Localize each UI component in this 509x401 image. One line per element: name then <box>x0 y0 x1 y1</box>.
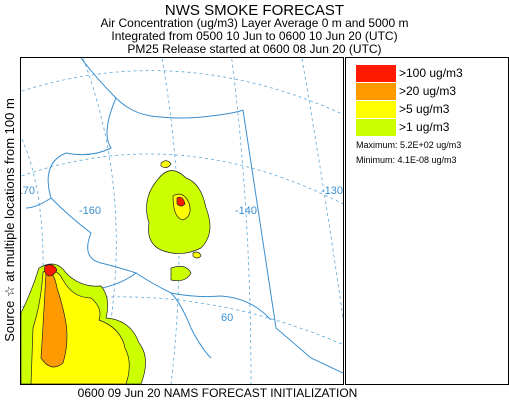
south-coast <box>135 272 272 321</box>
map-canvas: -170 -160 -140 -130 60 <box>21 58 343 384</box>
source-side-label-text: Source ☆ at multiple locations from 100 … <box>2 98 17 342</box>
legend: >100 ug/m3 >20 ug/m3 >5 ug/m3 >1 ug/m3 M… <box>345 57 509 385</box>
north-coast <box>80 58 244 119</box>
legend-label-1: >1 ug/m3 <box>399 120 450 134</box>
geo-labels: -170 -160 -140 -130 60 <box>21 185 343 324</box>
plume-sw-level3 <box>40 272 68 368</box>
plume-c-south <box>170 266 192 282</box>
smoke-plume-southwest <box>21 263 146 384</box>
legend-minimum: Minimum: 4.1E-08 ug/m3 <box>356 155 457 165</box>
concentration-description: Air Concentration (ug/m3) Layer Average … <box>100 16 409 30</box>
plume-c-core <box>176 196 186 207</box>
plume-c-small2 <box>192 251 202 259</box>
plume-c-small1 <box>160 160 172 168</box>
plume-sw-core <box>44 264 58 277</box>
lon-label-170: -170 <box>21 185 35 197</box>
release-start: PM25 Release started at 0600 08 Jun 20 (… <box>127 42 382 56</box>
smoke-map: -170 -160 -140 -130 60 <box>20 57 344 385</box>
graticule-lines <box>21 58 343 384</box>
source-side-label: Source ☆ at multiple locations from 100 … <box>0 57 20 383</box>
legend-label-20: >20 ug/m3 <box>399 84 457 98</box>
legend-swatch-20 <box>356 83 396 100</box>
legend-swatch-100 <box>356 65 396 82</box>
legend-maximum: Maximum: 5.2E+02 ug/m3 <box>356 140 462 150</box>
west-coast <box>25 97 138 293</box>
forecast-title: NWS SMOKE FORECAST <box>164 2 345 19</box>
inlet <box>170 292 212 359</box>
parallel-70 <box>21 70 343 115</box>
parallel-65 <box>21 153 343 205</box>
legend-swatch-1 <box>356 119 396 136</box>
integration-period: Integrated from 0500 10 Jun to 0600 10 J… <box>111 29 398 43</box>
lon-label-160: -160 <box>79 205 101 217</box>
legend-label-100: >100 ug/m3 <box>399 66 463 80</box>
border-canada <box>242 109 343 374</box>
lon-label-130: -130 <box>321 185 343 197</box>
legend-label-5: >5 ug/m3 <box>399 102 450 116</box>
meridian-170 <box>21 135 44 384</box>
legend-swatch-5 <box>356 101 396 118</box>
meridian-150 <box>161 58 180 384</box>
lat-label-60: 60 <box>221 312 233 324</box>
smoke-patch-interior <box>146 160 211 282</box>
meridian-140 <box>231 58 252 384</box>
meridian-130 <box>301 58 343 319</box>
lon-label-140: -140 <box>235 205 257 217</box>
forecast-initialization: 0600 09 Jun 20 NAMS FORECAST INITIALIZAT… <box>77 386 358 400</box>
